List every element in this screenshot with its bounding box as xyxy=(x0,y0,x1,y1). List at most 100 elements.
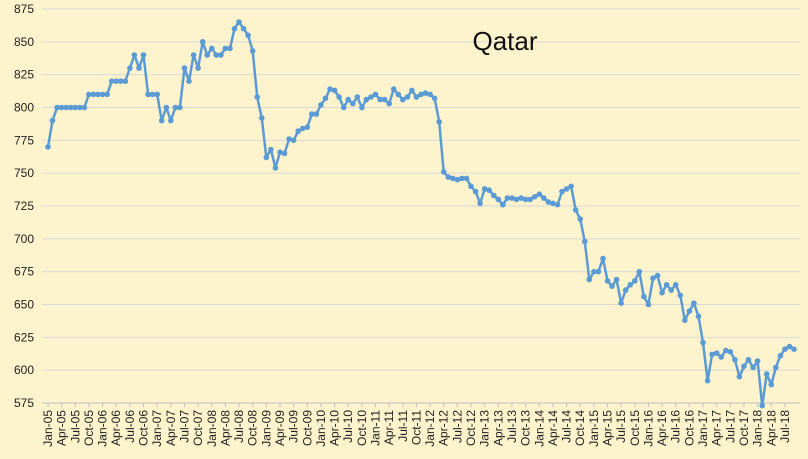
data-point xyxy=(400,96,406,103)
data-point xyxy=(695,313,702,320)
data-point xyxy=(177,104,183,111)
data-point xyxy=(763,371,770,377)
data-point xyxy=(304,124,311,130)
x-tick-label: Oct-17 xyxy=(737,410,751,446)
x-tick-label: Jan-09 xyxy=(259,410,273,447)
data-point xyxy=(327,86,333,92)
data-point xyxy=(54,104,60,111)
data-point xyxy=(504,195,511,201)
y-tick-label: 675 xyxy=(14,265,34,279)
data-point xyxy=(218,52,224,58)
data-point xyxy=(154,91,160,98)
x-tick-label: Apr-14 xyxy=(546,410,560,446)
data-point xyxy=(791,346,797,353)
y-tick-label: 600 xyxy=(14,363,34,377)
x-tick-label: Oct-12 xyxy=(464,410,478,446)
data-point xyxy=(390,86,397,92)
data-point xyxy=(277,149,283,155)
x-tick-label: Jul-10 xyxy=(341,410,355,443)
x-tick-label: Oct-08 xyxy=(246,410,260,446)
data-point xyxy=(736,373,743,380)
data-point xyxy=(713,350,720,356)
data-point xyxy=(559,188,565,195)
data-point xyxy=(240,25,247,32)
data-point xyxy=(481,186,488,192)
x-tick-label: Jul-05 xyxy=(68,410,82,443)
data-point xyxy=(759,402,765,409)
x-tick-label: Jan-18 xyxy=(751,410,765,447)
data-point xyxy=(377,96,383,103)
data-point xyxy=(754,358,761,364)
x-tick-label: Oct-09 xyxy=(300,410,314,446)
x-tick-label: Apr-15 xyxy=(601,410,615,446)
x-tick-label: Jul-16 xyxy=(669,410,683,443)
data-point xyxy=(554,201,561,208)
x-tick-label: Apr-17 xyxy=(710,410,724,446)
x-tick-label: Jul-08 xyxy=(232,410,246,443)
data-point xyxy=(331,87,338,94)
data-point xyxy=(213,52,220,58)
x-tick-label: Jan-06 xyxy=(96,410,110,447)
data-point xyxy=(168,117,174,124)
data-point xyxy=(431,95,438,102)
data-point xyxy=(127,65,133,71)
data-point xyxy=(372,91,379,98)
data-point xyxy=(495,196,502,203)
data-point xyxy=(450,175,456,182)
data-point xyxy=(745,356,752,363)
data-point xyxy=(309,111,315,117)
data-point xyxy=(659,289,665,296)
data-point xyxy=(627,282,633,288)
data-point xyxy=(209,45,215,52)
x-tick-label: Jul-07 xyxy=(177,410,191,443)
data-point xyxy=(459,175,465,182)
x-tick-label: Apr-16 xyxy=(655,410,669,446)
x-tick-label: Jan-11 xyxy=(369,410,383,446)
data-point xyxy=(290,137,297,144)
x-tick-label: Apr-07 xyxy=(164,410,178,446)
data-point xyxy=(436,119,443,125)
data-point xyxy=(509,195,515,201)
data-point xyxy=(723,347,729,354)
x-tick-label: Jan-15 xyxy=(587,410,601,447)
data-point xyxy=(418,91,424,98)
x-tick-label: Apr-13 xyxy=(491,410,505,446)
y-tick-label: 625 xyxy=(14,330,34,344)
data-point xyxy=(99,91,106,98)
y-tick-label: 650 xyxy=(14,298,34,312)
x-tick-label: Jan-12 xyxy=(423,410,437,447)
x-tick-label: Jul-13 xyxy=(505,410,519,443)
x-tick-label: Jul-14 xyxy=(560,410,574,443)
data-point xyxy=(81,104,88,111)
data-point xyxy=(77,104,83,111)
y-tick-label: 575 xyxy=(14,396,34,410)
data-point xyxy=(486,187,493,193)
x-tick-label: Oct-16 xyxy=(682,410,696,446)
data-point xyxy=(477,200,483,207)
data-point xyxy=(395,91,402,98)
x-tick-label: Jan-14 xyxy=(532,410,546,447)
data-point xyxy=(468,183,474,190)
x-tick-label: Oct-11 xyxy=(409,410,423,445)
data-point xyxy=(90,91,97,98)
data-point xyxy=(186,78,192,84)
data-point xyxy=(609,283,615,289)
data-point xyxy=(404,94,411,100)
data-point xyxy=(368,94,374,100)
data-point xyxy=(500,201,506,208)
x-tick-label: Apr-10 xyxy=(328,410,342,446)
x-tick-label: Apr-06 xyxy=(109,410,123,446)
x-tick-label: Oct-10 xyxy=(355,410,369,446)
data-point xyxy=(181,65,188,71)
data-point xyxy=(199,39,206,45)
data-point xyxy=(104,91,110,98)
data-point xyxy=(49,117,56,124)
data-point xyxy=(350,100,356,107)
data-point xyxy=(359,104,365,111)
data-point xyxy=(536,191,543,197)
x-tick-label: Jul-06 xyxy=(123,410,137,443)
data-point xyxy=(563,186,570,192)
data-point xyxy=(522,196,529,203)
data-point xyxy=(445,174,452,180)
